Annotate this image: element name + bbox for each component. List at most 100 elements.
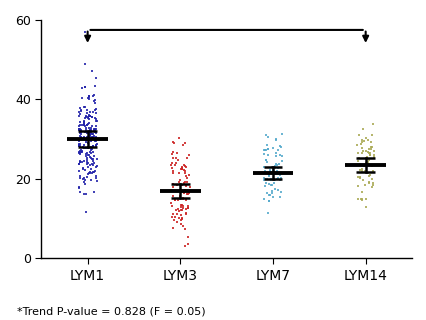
Point (90, 170, 97, 175)
Point (180, 163, 187, 168)
Point (84, 157, 91, 163)
Point (169, 139, 176, 144)
Point (181, 188, 188, 193)
Point (85, 116, 92, 121)
Point (85, 152, 92, 157)
Point (76, 127, 83, 132)
Point (366, 152, 373, 157)
Point (80, 176, 86, 181)
Point (87, 114, 94, 119)
Point (271, 165, 278, 171)
Point (83, 114, 89, 119)
Point (82, 125, 89, 131)
Point (88, 147, 95, 152)
Point (270, 180, 276, 185)
Point (81, 29, 88, 35)
Point (76, 149, 83, 154)
Point (179, 206, 186, 211)
Point (361, 136, 368, 141)
Point (363, 159, 370, 164)
Point (260, 148, 267, 153)
Point (172, 156, 179, 161)
Point (83, 175, 90, 180)
Point (82, 61, 89, 66)
Point (170, 171, 176, 176)
Point (84, 114, 91, 119)
Point (184, 205, 191, 210)
Point (181, 171, 188, 176)
Point (264, 147, 271, 152)
Point (84, 171, 91, 176)
Point (277, 189, 284, 195)
Point (93, 164, 100, 169)
Point (182, 212, 189, 217)
Point (181, 191, 187, 196)
Point (358, 169, 365, 174)
Point (274, 148, 281, 153)
Point (365, 147, 372, 152)
Point (272, 153, 279, 158)
Point (81, 105, 87, 110)
Point (181, 140, 187, 145)
Point (362, 160, 368, 165)
Point (273, 172, 280, 177)
Point (268, 164, 275, 170)
Point (76, 175, 83, 180)
Point (85, 152, 92, 157)
Point (182, 165, 189, 170)
Point (260, 164, 267, 169)
Point (278, 170, 285, 175)
Point (183, 156, 190, 161)
Point (91, 100, 98, 105)
Point (90, 93, 97, 98)
Point (171, 163, 178, 168)
Point (360, 182, 367, 187)
Point (75, 110, 82, 115)
Point (184, 191, 191, 196)
Point (362, 196, 369, 201)
Point (276, 194, 282, 199)
Point (169, 150, 176, 155)
Point (368, 121, 375, 126)
Point (84, 160, 91, 165)
Point (78, 122, 85, 127)
Point (92, 127, 98, 132)
Point (91, 139, 98, 144)
Point (354, 151, 360, 156)
Point (86, 134, 93, 139)
Point (92, 128, 98, 133)
Point (185, 152, 192, 157)
Point (173, 212, 180, 217)
Point (88, 162, 95, 167)
Point (266, 169, 273, 174)
Point (267, 183, 273, 188)
Point (275, 161, 282, 166)
Point (81, 122, 87, 127)
Point (354, 197, 360, 202)
Point (171, 214, 178, 220)
Point (265, 173, 272, 178)
Point (173, 182, 180, 187)
Point (354, 175, 361, 180)
Point (86, 135, 92, 140)
Point (92, 118, 99, 124)
Point (82, 127, 89, 132)
Point (79, 149, 86, 155)
Point (272, 138, 279, 143)
Point (85, 145, 92, 150)
Point (82, 209, 89, 214)
Point (83, 130, 90, 135)
Point (180, 223, 187, 228)
Point (175, 157, 181, 162)
Point (87, 127, 94, 132)
Point (89, 115, 96, 120)
Point (83, 161, 90, 166)
Point (92, 107, 99, 112)
Point (83, 159, 90, 164)
Point (170, 217, 177, 222)
Point (178, 166, 184, 172)
Point (90, 169, 97, 174)
Point (370, 149, 377, 154)
Point (92, 139, 99, 144)
Point (182, 196, 189, 202)
